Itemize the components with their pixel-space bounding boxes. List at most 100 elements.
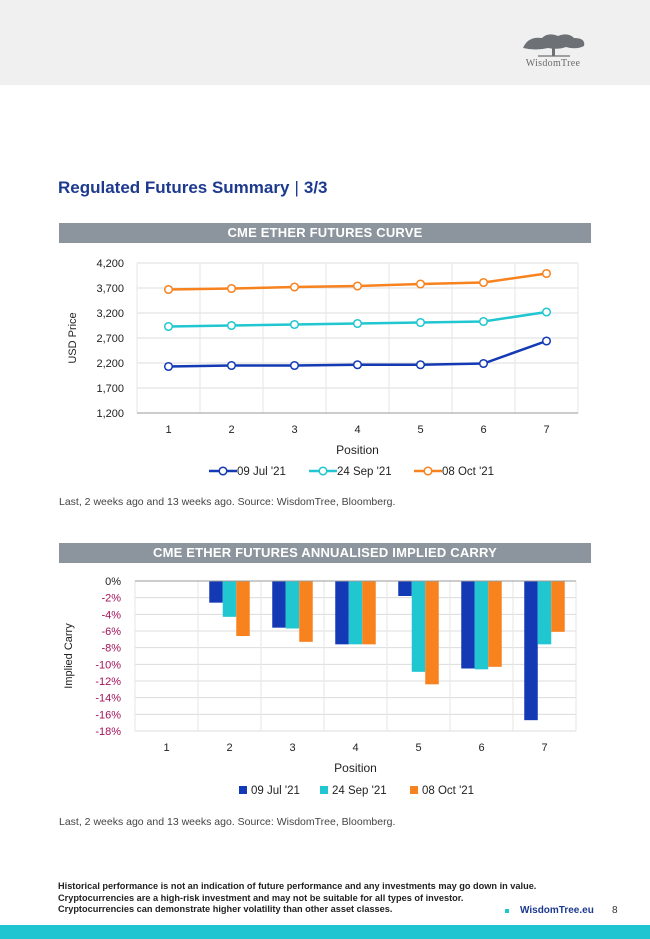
y-tick-label: 4,200 xyxy=(96,258,124,270)
legend-marker xyxy=(423,466,433,476)
tree-icon xyxy=(523,34,585,57)
logo-text: WisdomTree xyxy=(525,58,581,69)
footer-bullet-icon xyxy=(505,909,509,913)
data-point xyxy=(352,318,363,329)
x-tick-label: 4 xyxy=(352,742,358,754)
footer-site-link[interactable]: WisdomTree.eu xyxy=(520,905,594,916)
chart2-banner: CME ETHER FUTURES ANNUALISED IMPLIED CAR… xyxy=(59,543,591,563)
data-point xyxy=(226,283,237,294)
x-axis-label: Position xyxy=(334,761,377,775)
bar xyxy=(411,581,426,672)
legend-swatch xyxy=(239,786,247,794)
y-tick-label: 2,700 xyxy=(96,333,124,345)
page-title-text: Regulated Futures Summary xyxy=(58,178,290,197)
page-number: 8 xyxy=(612,905,618,916)
data-point xyxy=(415,279,426,289)
bar xyxy=(209,581,223,603)
x-tick-label: 6 xyxy=(478,742,484,754)
legend-label: 24 Sep '21 xyxy=(337,466,392,478)
x-tick-label: 7 xyxy=(543,424,549,436)
x-tick-label: 6 xyxy=(480,424,486,436)
chart1-banner: CME ETHER FUTURES CURVE xyxy=(59,223,591,243)
disclaimer-line: Cryptocurrencies are a high-risk investm… xyxy=(58,892,464,903)
x-tick-label: 5 xyxy=(415,742,421,754)
disclaimer-line: Historical performance is not an indicat… xyxy=(58,881,537,891)
data-point xyxy=(541,268,552,279)
bar xyxy=(537,581,552,645)
page-title: Regulated Futures Summary | 3/3 xyxy=(58,178,328,198)
chart1-source-note: Last, 2 weeks ago and 13 weeks ago. Sour… xyxy=(59,496,396,508)
x-tick-label: 7 xyxy=(541,742,547,754)
wisdomtree-logo[interactable]: WisdomTree xyxy=(508,30,598,74)
data-point xyxy=(163,361,174,372)
y-tick-label: -18% xyxy=(95,726,121,738)
data-point xyxy=(541,307,552,317)
y-tick-label: 1,700 xyxy=(96,383,124,395)
x-tick-label: 2 xyxy=(228,424,234,436)
y-tick-label: -2% xyxy=(101,593,121,605)
legend-label: 09 Jul '21 xyxy=(251,785,300,797)
bar xyxy=(398,581,412,596)
bar xyxy=(348,581,363,645)
data-point xyxy=(352,360,363,370)
y-tick-label: -4% xyxy=(101,609,121,621)
x-tick-label: 3 xyxy=(291,424,297,436)
y-tick-label: -16% xyxy=(95,709,121,721)
x-tick-label: 1 xyxy=(165,424,171,436)
bar xyxy=(474,581,489,670)
y-tick-label: 0% xyxy=(105,576,121,588)
y-tick-label: 3,200 xyxy=(96,308,124,320)
data-point xyxy=(415,360,426,370)
x-tick-label: 2 xyxy=(226,742,232,754)
legend-swatch xyxy=(320,786,328,794)
bottom-accent-bar xyxy=(0,925,650,939)
chart2-source-note: Last, 2 weeks ago and 13 weeks ago. Sour… xyxy=(59,816,396,828)
data-point xyxy=(163,284,174,295)
legend-marker xyxy=(218,466,228,476)
x-tick-label: 5 xyxy=(417,424,423,436)
data-point xyxy=(541,336,552,346)
bar xyxy=(524,581,538,721)
bar xyxy=(236,581,250,636)
y-tick-label: -8% xyxy=(101,643,121,655)
data-point xyxy=(163,321,174,332)
bar xyxy=(285,581,300,629)
y-tick-label: -10% xyxy=(95,659,121,671)
data-point xyxy=(226,320,237,331)
x-tick-label: 4 xyxy=(354,424,360,436)
data-point xyxy=(226,360,237,371)
bar xyxy=(222,581,237,617)
legend-label: 08 Oct '21 xyxy=(422,785,474,797)
title-separator: | xyxy=(294,178,299,197)
x-tick-label: 1 xyxy=(163,742,169,754)
legend-marker xyxy=(318,466,328,476)
y-tick-label: 2,200 xyxy=(96,358,124,370)
y-axis-label: USD Price xyxy=(67,312,79,363)
x-tick-label: 3 xyxy=(289,742,295,754)
page-title-part: 3/3 xyxy=(303,178,328,197)
y-tick-label: -14% xyxy=(95,693,121,705)
disclaimer-line: Cryptocurrencies can demonstrate higher … xyxy=(58,904,393,914)
bar xyxy=(425,581,439,685)
legend-label: 09 Jul '21 xyxy=(237,466,286,478)
bar xyxy=(335,581,349,645)
data-point xyxy=(352,281,363,291)
y-tick-label: 3,700 xyxy=(96,283,124,295)
bar xyxy=(362,581,376,645)
legend-label: 24 Sep '21 xyxy=(332,785,387,797)
legend-label: 08 Oct '21 xyxy=(442,466,494,478)
data-point xyxy=(415,317,426,328)
y-tick-label: 1,200 xyxy=(96,408,124,420)
data-point xyxy=(289,319,300,330)
bar xyxy=(488,581,502,667)
data-point xyxy=(289,282,300,292)
bar xyxy=(299,581,313,642)
data-point xyxy=(478,316,489,327)
x-axis-label: Position xyxy=(336,443,379,457)
y-axis-label: Implied Carry xyxy=(63,623,75,689)
data-point xyxy=(478,277,489,288)
disclaimer: Historical performance is not an indicat… xyxy=(58,881,558,916)
futures-curve-chart: 4,200 3,700 3,200 2,700 2,200 1,700 1,200 1 2 3 4 5… xyxy=(67,258,579,478)
y-tick-label: -6% xyxy=(101,626,121,638)
header-band: WisdomTree xyxy=(0,0,650,85)
